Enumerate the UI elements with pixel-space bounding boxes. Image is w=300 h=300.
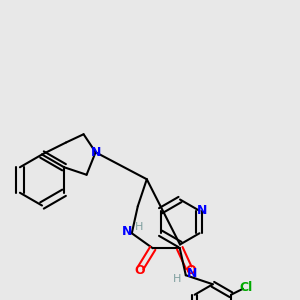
Text: H: H bbox=[135, 222, 143, 232]
Text: N: N bbox=[90, 146, 101, 159]
Text: Cl: Cl bbox=[239, 281, 253, 294]
Text: H: H bbox=[172, 274, 181, 284]
Text: N: N bbox=[187, 267, 197, 280]
Text: N: N bbox=[197, 204, 208, 217]
Text: O: O bbox=[134, 264, 145, 277]
Text: N: N bbox=[122, 225, 133, 238]
Text: O: O bbox=[185, 264, 196, 277]
